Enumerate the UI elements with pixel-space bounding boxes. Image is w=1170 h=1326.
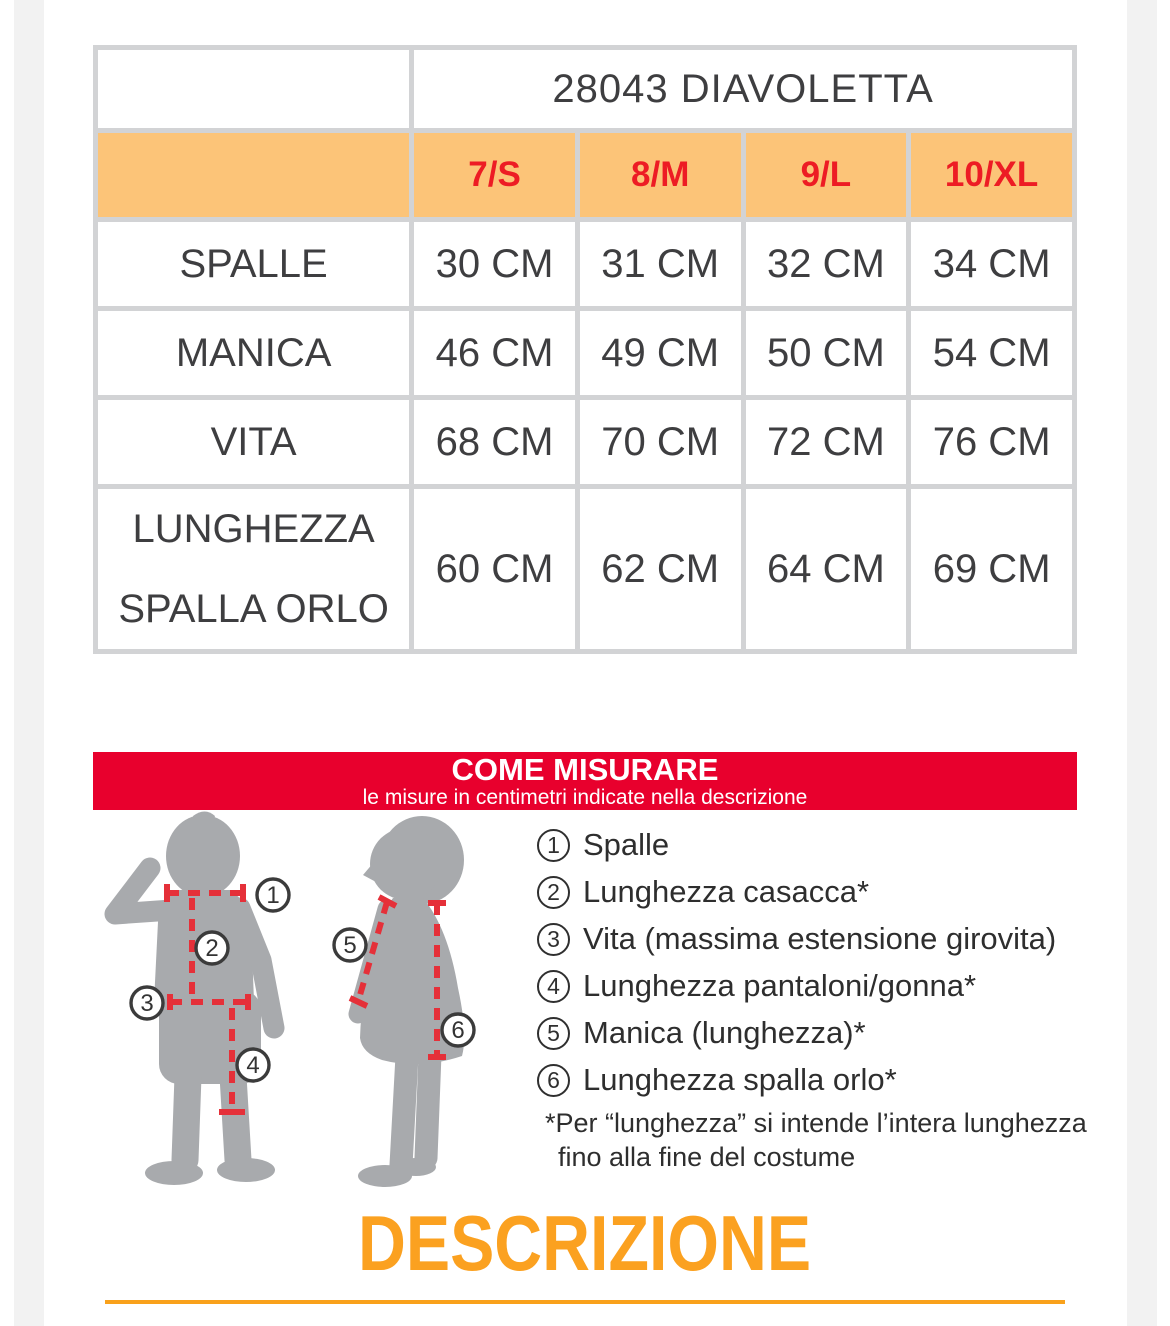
measure-cell: 60 CM: [414, 489, 575, 649]
measure-cell: 62 CM: [579, 489, 741, 649]
diagram-marker-6: 6: [440, 1012, 476, 1048]
table-row-sizes: 7/S 8/M 9/L 10/XL: [98, 133, 1072, 217]
measure-cell: 50 CM: [745, 311, 907, 395]
measure-cell: 72 CM: [745, 400, 907, 484]
table-row: SPALLE 30 CM 31 CM 32 CM 34 CM: [98, 222, 1072, 306]
measure-cell: 30 CM: [414, 222, 575, 306]
footnote-line: fino alla fine del costume: [558, 1142, 856, 1172]
table-row: LUNGHEZZA SPALLA ORLO 60 CM 62 CM 64 CM …: [98, 489, 1072, 649]
measure-cell: 34 CM: [911, 222, 1072, 306]
girl-silhouette-figure: [348, 816, 465, 1187]
svg-text:6: 6: [451, 1017, 464, 1044]
size-header: 8/M: [579, 133, 741, 217]
measure-cell: 70 CM: [579, 400, 741, 484]
measure-cell: 31 CM: [579, 222, 741, 306]
row-label: MANICA: [98, 311, 410, 395]
diagram-marker-2: 2: [194, 930, 230, 966]
diagram-marker-5: 5: [332, 927, 368, 963]
table-corner-cell: [98, 50, 410, 128]
legend-item: 6 Lunghezza spalla orlo*: [537, 1062, 1093, 1098]
size-header: 9/L: [745, 133, 907, 217]
svg-text:1: 1: [266, 882, 279, 909]
measure-cell: 32 CM: [745, 222, 907, 306]
measurement-marks: [164, 884, 446, 1115]
legend-item: 5 Manica (lunghezza)*: [537, 1015, 1093, 1051]
svg-text:3: 3: [140, 990, 153, 1017]
measure-cell: 68 CM: [414, 400, 575, 484]
legend-number-badge: 6: [537, 1063, 570, 1097]
diagram-marker-1: 1: [255, 877, 291, 913]
legend-number-badge: 3: [537, 922, 570, 956]
svg-text:4: 4: [246, 1052, 259, 1079]
left-page-gutter: [14, 0, 44, 1326]
how-to-measure-banner: COME MISURARE le misure in centimetri in…: [93, 752, 1077, 810]
product-title: 28043 DIAVOLETTA: [414, 50, 1072, 128]
legend-label: Vita (massima estensione girovita): [583, 921, 1057, 956]
footnote-line: *Per “lunghezza” si intende l’intera lun…: [545, 1108, 1087, 1138]
legend-number-badge: 5: [537, 1016, 570, 1050]
legend-number-badge: 4: [537, 969, 570, 1003]
measurement-legend: 1 Spalle 2 Lunghezza casacca* 3 Vita (ma…: [537, 827, 1093, 1109]
measure-cell: 49 CM: [579, 311, 741, 395]
size-header-blank-cell: [98, 133, 410, 217]
legend-label: Spalle: [583, 827, 670, 862]
measure-cell: 54 CM: [911, 311, 1072, 395]
legend-label: Lunghezza spalla orlo*: [583, 1062, 897, 1097]
size-header: 10/XL: [911, 133, 1072, 217]
banner-title: COME MISURARE: [451, 752, 719, 787]
legend-label: Manica (lunghezza)*: [583, 1015, 866, 1050]
banner-subtitle: le misure in centimetri indicate nella d…: [362, 786, 808, 809]
description-title: DESCRIZIONE: [358, 1199, 812, 1287]
legend-item: 3 Vita (massima estensione girovita): [537, 921, 1093, 957]
description-section-heading: DESCRIZIONE: [93, 1198, 1077, 1289]
row-label: LUNGHEZZA SPALLA ORLO: [98, 489, 410, 649]
measure-cell: 69 CM: [911, 489, 1072, 649]
svg-text:5: 5: [343, 932, 356, 959]
diagram-marker-4: 4: [235, 1047, 271, 1083]
size-table: 28043 DIAVOLETTA 7/S 8/M 9/L 10/XL SPALL…: [93, 45, 1077, 654]
diagram-marker-3: 3: [129, 985, 165, 1021]
legend-item: 4 Lunghezza pantaloni/gonna*: [537, 968, 1093, 1004]
table-row: VITA 68 CM 70 CM 72 CM 76 CM: [98, 400, 1072, 484]
legend-item: 2 Lunghezza casacca*: [537, 874, 1093, 910]
legend-item: 1 Spalle: [537, 827, 1093, 863]
svg-text:2: 2: [205, 935, 218, 962]
size-header: 7/S: [414, 133, 575, 217]
legend-label: Lunghezza casacca*: [583, 874, 870, 909]
row-label: VITA: [98, 400, 410, 484]
boy-silhouette-figure: [104, 811, 285, 1185]
right-page-gutter: [1127, 0, 1157, 1326]
measure-cell: 76 CM: [911, 400, 1072, 484]
table-row: MANICA 46 CM 49 CM 50 CM 54 CM: [98, 311, 1072, 395]
measurement-diagram: 1 2 3 4 5 6: [104, 811, 476, 1187]
measure-cell: 64 CM: [745, 489, 907, 649]
legend-label: Lunghezza pantaloni/gonna*: [583, 968, 977, 1003]
row-label: SPALLE: [98, 222, 410, 306]
legend-footnote: *Per “lunghezza” si intende l’intera lun…: [545, 1106, 1087, 1174]
legend-number-badge: 1: [537, 828, 570, 862]
measure-cell: 46 CM: [414, 311, 575, 395]
table-row-product: 28043 DIAVOLETTA: [98, 50, 1072, 128]
legend-number-badge: 2: [537, 875, 570, 909]
description-divider: [105, 1300, 1065, 1304]
